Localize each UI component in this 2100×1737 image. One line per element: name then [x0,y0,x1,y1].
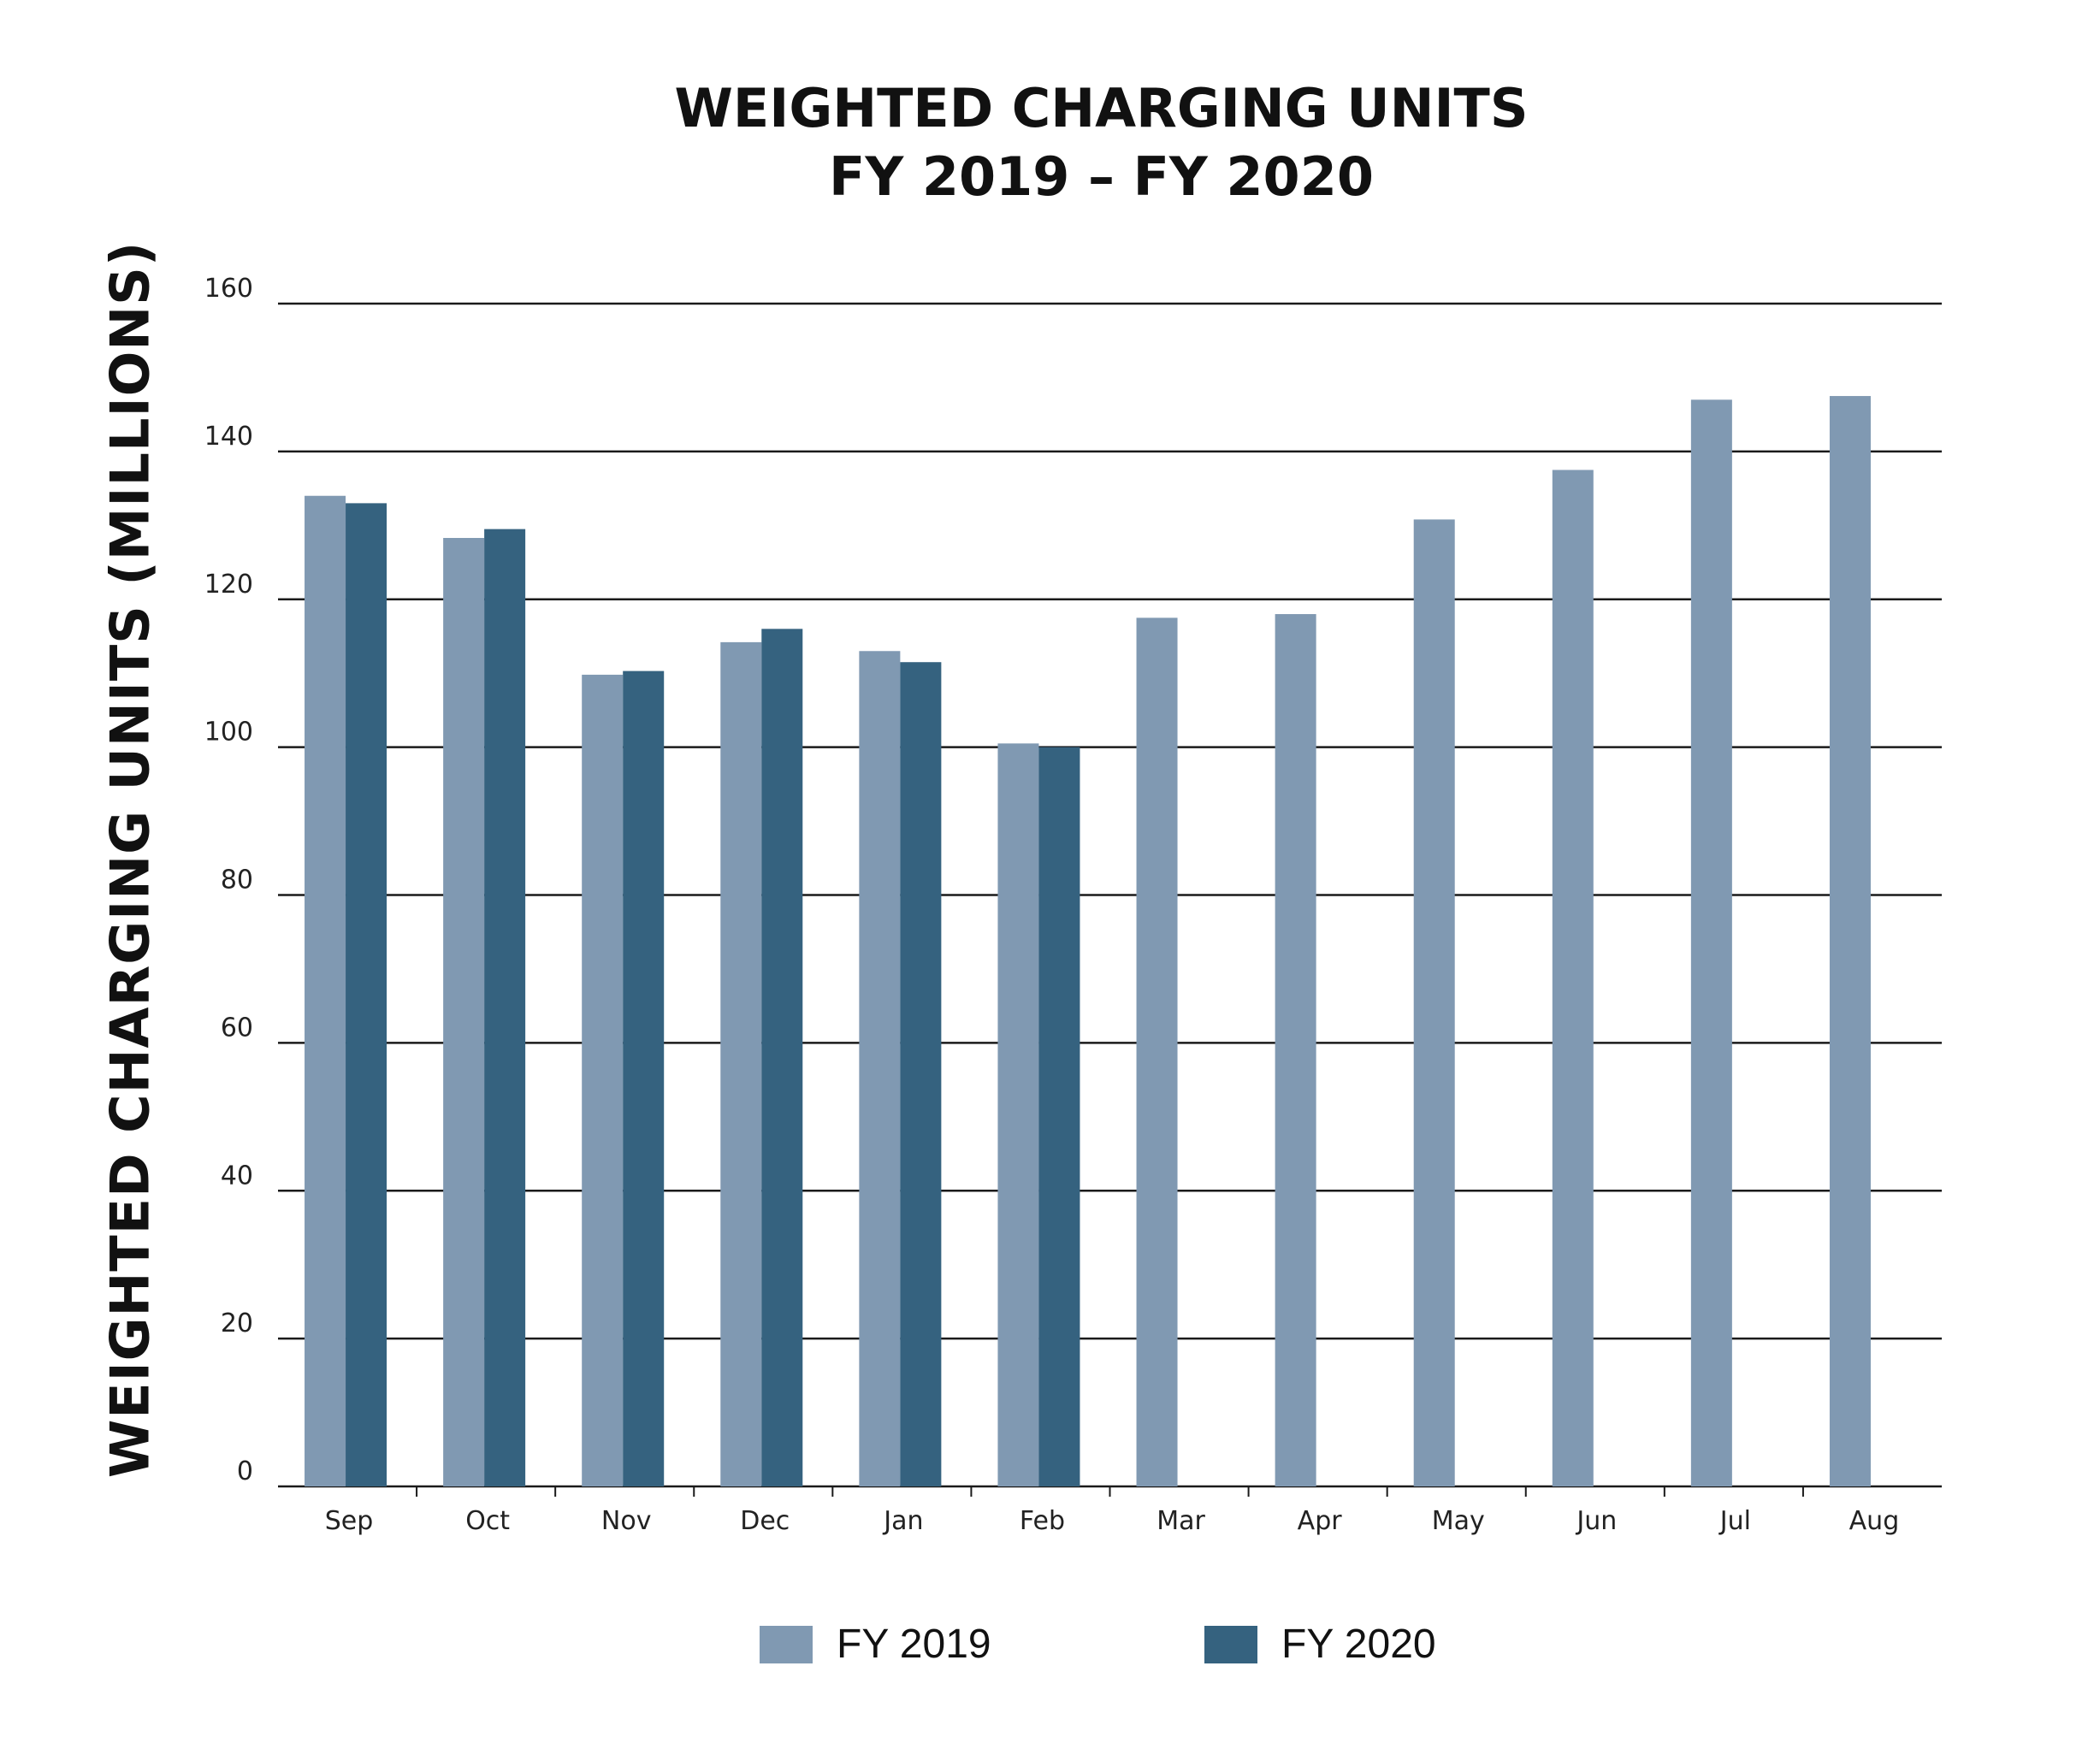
bar-fy2019 [997,743,1039,1486]
bar-fy2020 [484,529,526,1486]
bar-fy2020 [761,629,803,1486]
bar-fy2019 [305,495,346,1486]
bar-fy2019 [1552,470,1594,1486]
x-tick-label: Sep [325,1506,374,1536]
y-tick-label: 160 [204,274,253,304]
y-tick-label: 140 [204,422,253,452]
y-tick-label: 80 [221,866,253,895]
x-tick-label: Jun [1575,1506,1617,1536]
legend-swatch-fy2019 [760,1625,813,1663]
bar-fy2019 [1690,399,1732,1486]
y-tick-label: 40 [221,1161,253,1190]
bar-fy2019 [443,538,485,1487]
x-tick-label: Jan [882,1506,923,1536]
x-tick-label: May [1432,1506,1485,1536]
y-tick-label: 0 [237,1456,253,1486]
bar-fy2019 [1136,617,1178,1486]
x-tick-label: Dec [740,1506,790,1536]
bar-fy2020 [346,503,387,1486]
x-tick-label: Apr [1298,1506,1343,1536]
x-tick-label: Jul [1718,1506,1751,1536]
bar-fy2019 [1829,396,1871,1486]
chart-title: WEIGHTED CHARGING UNITS [674,77,1529,139]
bar-fy2020 [900,662,942,1486]
y-tick-label: 120 [204,570,253,600]
x-tick-label: Oct [465,1506,510,1536]
x-tick-label: Mar [1156,1506,1205,1536]
legend: FY 2019 [760,1621,991,1668]
y-tick-label: 100 [204,718,253,747]
y-tick-label: 60 [221,1013,253,1043]
bar-fy2020 [1038,747,1080,1486]
bar-fy2020 [623,671,665,1486]
bar-fy2019 [1275,614,1316,1486]
bar-fy2019 [1413,519,1455,1487]
chart-subtitle: FY 2019 – FY 2020 [829,145,1374,208]
legend-swatch-fy2020 [1204,1625,1257,1663]
bar-fy2019 [859,651,901,1486]
x-tick-label: Aug [1849,1506,1900,1536]
legend-2: FY 2020 [1204,1621,1436,1668]
bar-fy2019 [582,674,624,1486]
bar-fy2019 [720,641,762,1486]
x-tick-label: Nov [601,1506,652,1536]
x-tick-label: Feb [1020,1506,1065,1536]
legend-label-fy2020: FY 2020 [1281,1622,1436,1667]
y-tick-label: 20 [221,1309,253,1338]
legend-label-fy2019: FY 2019 [837,1622,991,1667]
